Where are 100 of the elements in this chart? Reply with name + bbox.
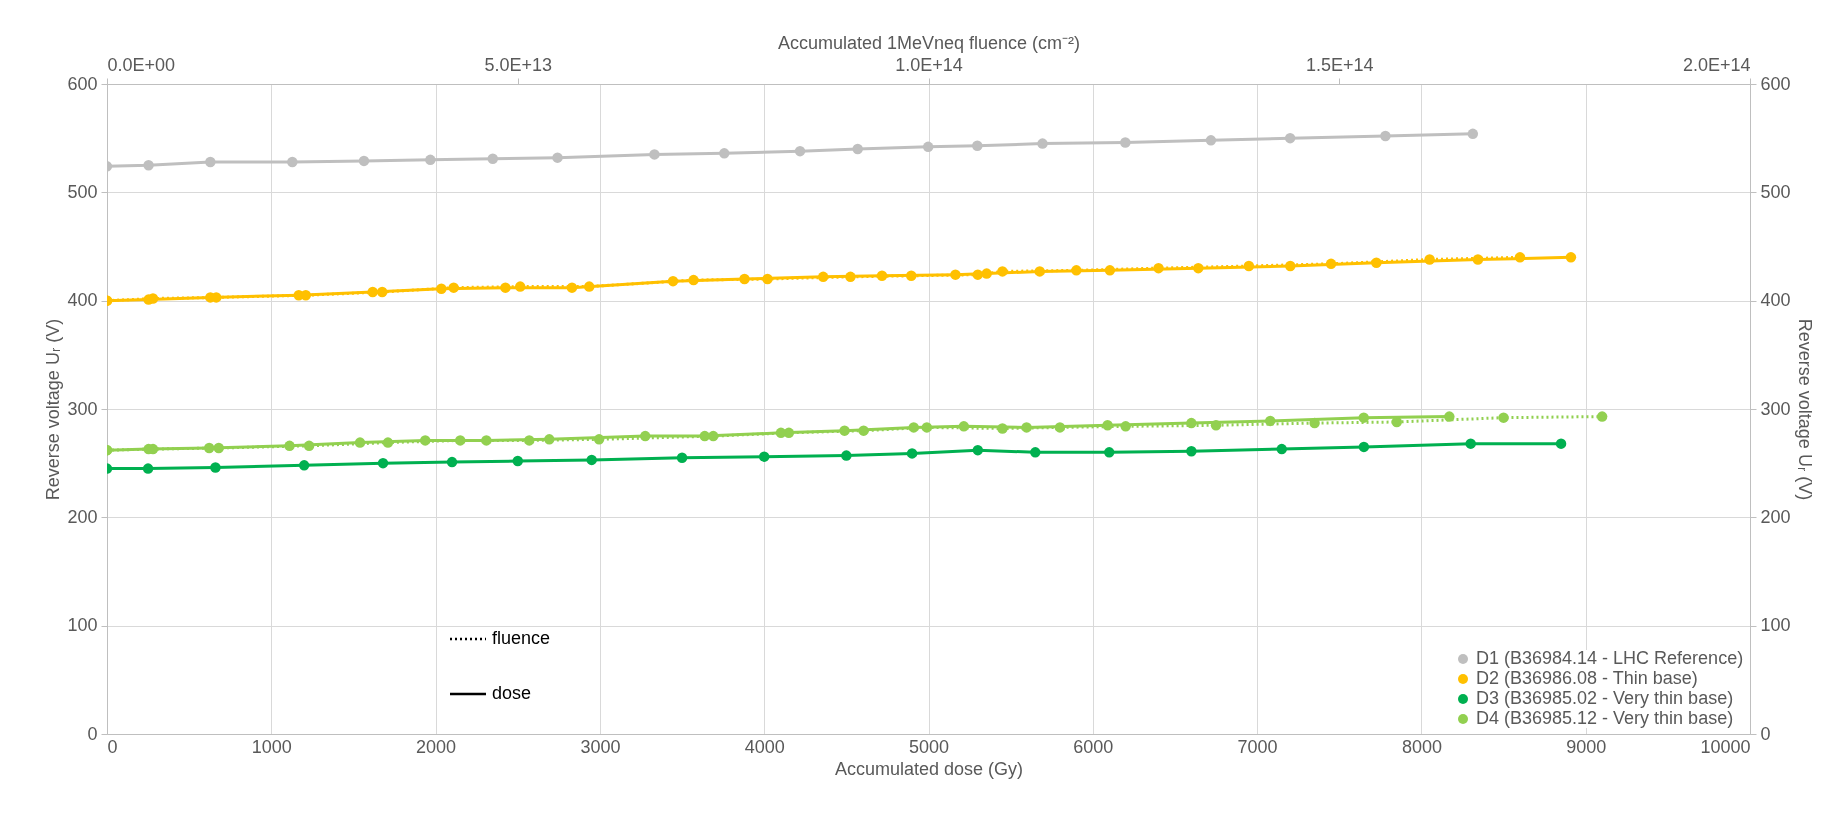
legend-label: D3 (B36985.02 - Very thin base) [1476, 688, 1734, 708]
point [354, 437, 366, 448]
x-axis-title: Accumulated dose (Gy) [834, 758, 1024, 779]
legend-label: D2 (B36986.08 - Thin base) [1476, 668, 1698, 688]
point [649, 149, 660, 160]
y-tick-label: 600 [67, 73, 98, 94]
y-tick-label: 100 [67, 615, 98, 636]
point [210, 462, 221, 473]
x2-tick-label: 1.5E+14 [1305, 54, 1374, 75]
x-tick-label: 8000 [1401, 736, 1442, 757]
y-tick-label: 0 [87, 723, 98, 744]
point [1565, 252, 1577, 263]
point [367, 286, 378, 298]
y2-axis-title: Reverse voltage Uᵣ (V) [1794, 318, 1815, 501]
point [293, 290, 304, 301]
x-tick-label: 6000 [1073, 736, 1114, 757]
point [1193, 262, 1204, 274]
point [876, 270, 888, 281]
point [719, 148, 730, 159]
x-tick-label: 3000 [580, 736, 621, 757]
point [512, 455, 523, 467]
point [794, 145, 806, 157]
point [1103, 447, 1115, 458]
point [446, 456, 458, 468]
point [1034, 266, 1045, 277]
point [758, 451, 770, 462]
point [972, 444, 984, 456]
point [640, 430, 651, 442]
annotation: dose [492, 683, 532, 704]
point [1380, 130, 1391, 142]
point [586, 454, 597, 466]
point [1265, 415, 1276, 427]
point [1358, 441, 1370, 453]
point [1037, 138, 1048, 149]
y2-tick-label: 200 [1760, 506, 1791, 527]
point [1444, 411, 1455, 422]
legend-label: D4 (B36985.12 - Very thin base) [1476, 708, 1734, 728]
point [906, 448, 918, 459]
point [922, 141, 934, 153]
point [203, 442, 215, 454]
x-tick-label: 5000 [908, 736, 950, 757]
point [143, 160, 154, 171]
point [1285, 260, 1296, 272]
point [298, 460, 310, 471]
point [817, 271, 829, 283]
x-tick-label: 2000 [416, 736, 457, 757]
point [1276, 443, 1287, 455]
x-tick-label: 9000 [1566, 736, 1607, 757]
y2-tick-label: 0 [1760, 723, 1771, 744]
x2-tick-label: 1.0E+14 [895, 54, 963, 75]
x2-axis-title: Accumulated 1MeVneq fluence (cm⁻²) [777, 32, 1081, 53]
point [958, 421, 970, 432]
point [1186, 446, 1197, 457]
point [1371, 257, 1382, 268]
point [699, 430, 710, 442]
point [436, 283, 447, 294]
point [1030, 447, 1041, 458]
legend-label: D1 (B36984.14 - LHC Reference) [1476, 648, 1744, 668]
point [420, 435, 431, 446]
point [981, 268, 992, 279]
point [287, 156, 298, 168]
y2-tick-label: 400 [1760, 290, 1791, 311]
point [1465, 438, 1476, 449]
point [972, 140, 983, 151]
point [205, 156, 216, 168]
point [1472, 254, 1484, 265]
point [739, 273, 750, 285]
point [1284, 132, 1296, 144]
y2-tick-label: 600 [1760, 73, 1791, 94]
point [1104, 265, 1116, 276]
x2-tick-label: 5.0E+13 [484, 54, 553, 75]
point [377, 457, 389, 469]
x-tick-label: 4000 [744, 736, 785, 757]
point [1358, 412, 1369, 423]
point [481, 435, 492, 446]
point [487, 153, 499, 164]
y-tick-label: 400 [67, 290, 98, 311]
y2-tick-label: 100 [1760, 615, 1791, 636]
point [500, 282, 511, 293]
point [566, 282, 578, 293]
point [841, 450, 852, 461]
point [1021, 422, 1032, 433]
x-tick-label: 10000 [1700, 736, 1751, 757]
point [544, 434, 555, 445]
y-tick-label: 300 [67, 398, 98, 419]
point [425, 154, 436, 166]
point [1467, 128, 1479, 140]
point [852, 143, 863, 155]
point [552, 152, 563, 163]
point [839, 425, 850, 436]
point [908, 422, 919, 433]
annotation: fluence [492, 628, 551, 649]
x-tick-label: 1000 [251, 736, 292, 757]
point [1102, 420, 1113, 431]
point [284, 440, 295, 452]
point [1186, 417, 1197, 429]
point [676, 452, 688, 463]
point [358, 155, 370, 167]
point [1120, 137, 1131, 148]
y2-tick-label: 500 [1760, 181, 1791, 202]
